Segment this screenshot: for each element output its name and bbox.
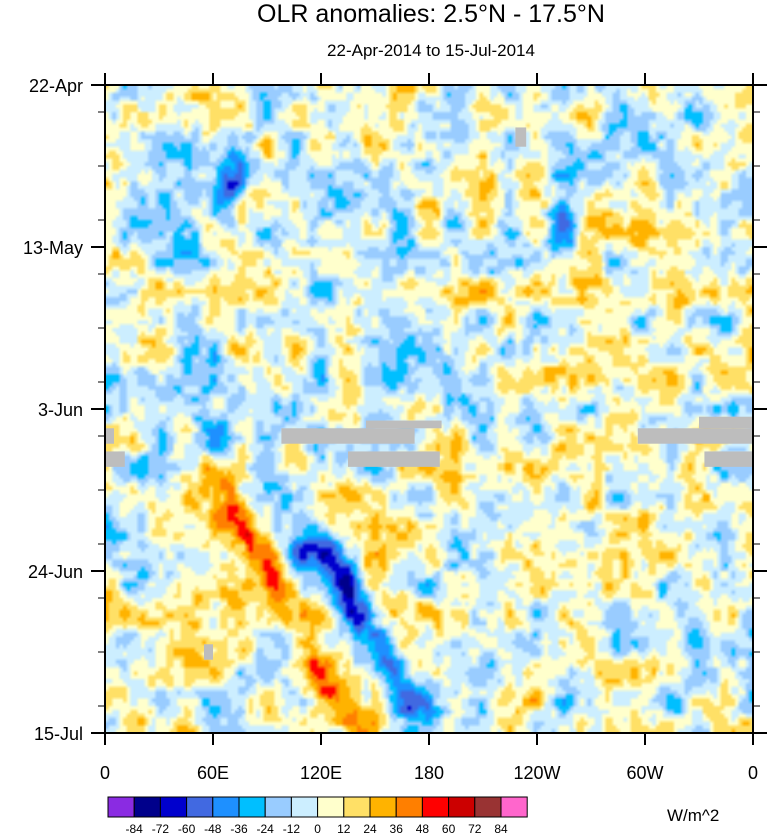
colorbar-label: -60 (178, 822, 196, 834)
colorbar-swatch (369, 796, 397, 818)
heatmap-area (104, 84, 754, 734)
chart-subtitle: 22-Apr-2014 to 15-Jul-2014 (327, 41, 535, 60)
colorbar-swatch (264, 796, 292, 818)
x-tick-label: 120W (513, 763, 560, 783)
missing-data-patch (204, 644, 213, 660)
colorbar-label: 24 (363, 822, 377, 834)
heatmap-field (105, 85, 753, 733)
y-tick-label: 15-Jul (34, 724, 83, 744)
colorbar-swatch (133, 796, 161, 818)
colorbar-label: 12 (337, 822, 351, 834)
colorbar-label: -36 (230, 822, 248, 834)
x-tick-label: 60E (197, 763, 229, 783)
colorbar-swatch (107, 796, 135, 818)
missing-data-patch (105, 428, 114, 444)
colorbar-units: W/m^2 (667, 806, 719, 825)
colorbar-swatch (317, 796, 345, 818)
y-tick-label: 22-Apr (29, 76, 83, 96)
x-tick-label: 60W (626, 763, 663, 783)
missing-data-patch (637, 428, 753, 444)
colorbar-swatch (159, 796, 188, 818)
x-tick-label: 0 (748, 763, 758, 783)
colorbar-label: 84 (494, 822, 508, 834)
colorbar-swatch (500, 796, 528, 818)
colorbar-swatch (474, 796, 502, 818)
missing-data-patch (281, 428, 415, 444)
colorbar-label: -72 (152, 822, 170, 834)
y-axis: 22-Apr 13-May 3-Jun 24-Jun 15-Jul (23, 76, 767, 744)
colorbar-swatch (290, 796, 319, 818)
missing-data-patch (704, 451, 753, 467)
colorbar-swatch (448, 796, 476, 818)
missing-data-patch (348, 451, 440, 467)
colorbar-swatch (238, 796, 266, 818)
colorbar-label: 36 (390, 822, 404, 834)
x-tick-label: 180 (414, 763, 444, 783)
x-axis: 0 60E 120E 180 120W 60W 0 (100, 73, 758, 783)
missing-data-patches (105, 127, 753, 660)
colorbar-swatch (395, 796, 423, 818)
colorbar-label: 72 (468, 822, 482, 834)
colorbar-label: 0 (314, 822, 321, 834)
chart-title: OLR anomalies: 2.5°N - 17.5°N (257, 0, 605, 28)
colorbar-label: -48 (204, 822, 222, 834)
y-tick-label: 13-May (23, 238, 83, 258)
colorbar-swatch (343, 796, 371, 818)
colorbar-label: 60 (442, 822, 456, 834)
missing-data-patch (105, 451, 125, 467)
colorbar-label: -24 (257, 822, 275, 834)
missing-data-patch (366, 420, 442, 429)
colorbar-label: -12 (283, 822, 301, 834)
colorbar-label: 48 (416, 822, 430, 834)
x-tick-label: 0 (100, 763, 110, 783)
colorbar-label: -84 (126, 822, 144, 834)
y-tick-label: 3-Jun (38, 400, 83, 420)
colorbar-swatch (186, 796, 214, 818)
missing-data-patch (515, 127, 527, 147)
colorbar-swatch (421, 796, 450, 818)
colorbar-swatch (212, 796, 240, 818)
x-tick-label: 120E (300, 763, 342, 783)
colorbar: -84 -72 -60 -48 -36 -24 -12 0 12 24 36 48 60 72 84 (107, 796, 528, 834)
y-tick-label: 24-Jun (28, 562, 83, 582)
missing-data-patch (699, 416, 753, 429)
